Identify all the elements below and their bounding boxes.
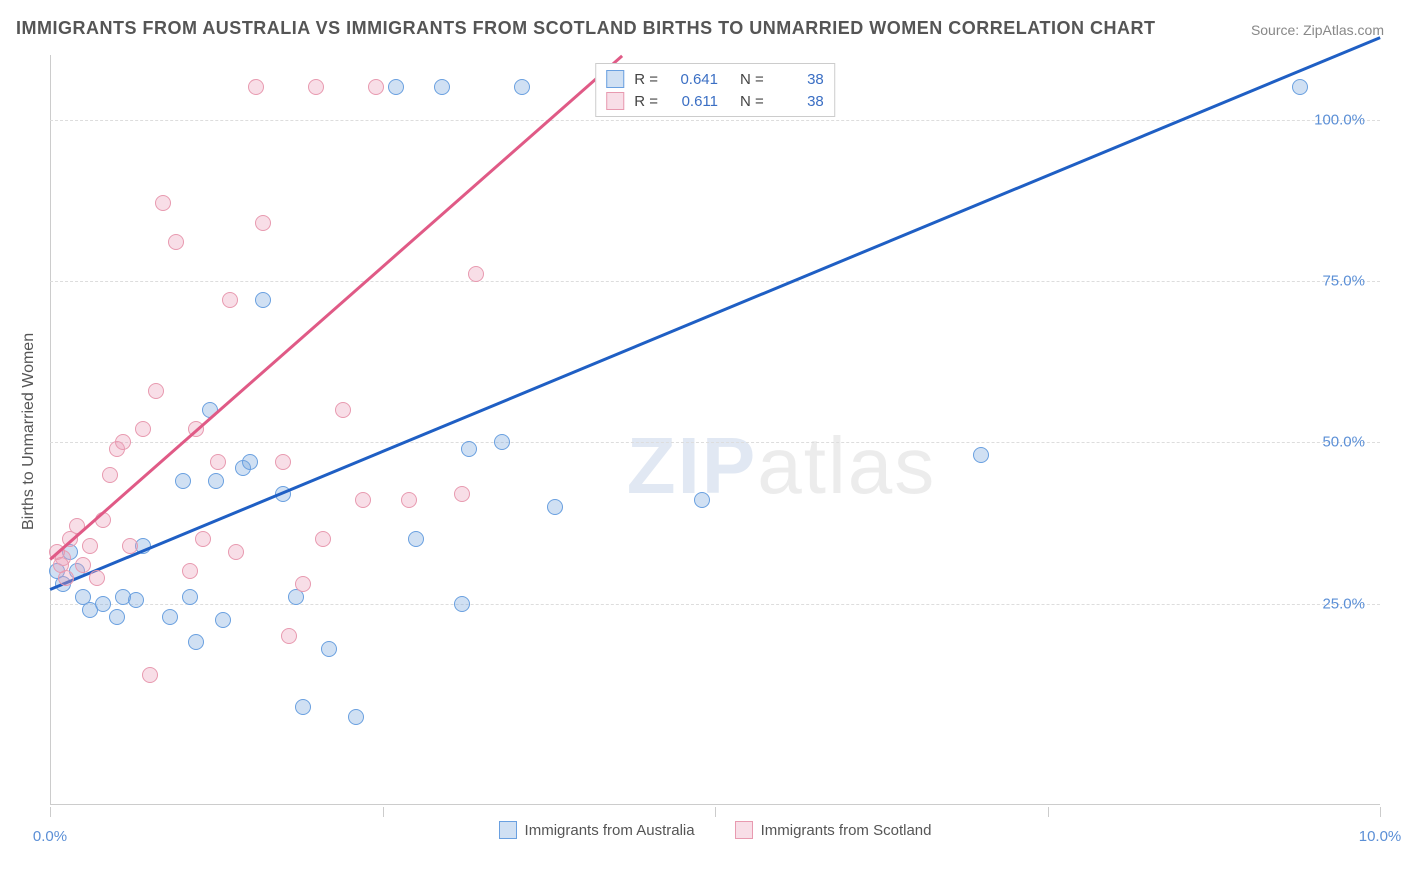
y-tick-label: 100.0% xyxy=(1314,111,1385,128)
chart-title: IMMIGRANTS FROM AUSTRALIA VS IMMIGRANTS … xyxy=(16,18,1155,39)
scatter-point xyxy=(210,454,226,470)
stats-swatch xyxy=(606,92,624,110)
stats-n-value: 38 xyxy=(774,93,824,110)
scatter-point xyxy=(142,667,158,683)
scatter-point xyxy=(109,609,125,625)
stats-swatch xyxy=(606,70,624,88)
x-tick xyxy=(715,807,716,817)
legend: Immigrants from Australia Immigrants from… xyxy=(50,821,1380,839)
y-tick-label: 25.0% xyxy=(1322,595,1385,612)
x-tick xyxy=(50,807,51,817)
scatter-point xyxy=(454,486,470,502)
scatter-point xyxy=(155,195,171,211)
trend-line xyxy=(49,55,623,560)
scatter-point xyxy=(547,499,563,515)
legend-label: Immigrants from Scotland xyxy=(761,822,932,839)
scatter-point xyxy=(89,570,105,586)
plot-surface: ZIPatlas 25.0%50.0%75.0%100.0%0.0%10.0% xyxy=(50,55,1380,845)
scatter-point xyxy=(694,492,710,508)
scatter-point xyxy=(281,628,297,644)
stats-r-label: R = xyxy=(634,93,658,110)
watermark-atlas: atlas xyxy=(757,421,936,510)
watermark: ZIPatlas xyxy=(627,420,936,512)
scatter-point xyxy=(222,292,238,308)
stats-r-value: 0.611 xyxy=(668,93,718,110)
stats-n-label: N = xyxy=(740,93,764,110)
scatter-point xyxy=(162,609,178,625)
x-tick xyxy=(1048,807,1049,817)
scatter-point xyxy=(468,266,484,282)
scatter-point xyxy=(355,492,371,508)
y-axis-line xyxy=(50,55,51,805)
scatter-point xyxy=(58,570,74,586)
scatter-point xyxy=(275,454,291,470)
scatter-point xyxy=(335,402,351,418)
legend-swatch xyxy=(735,821,753,839)
stats-row: R = 0.611 N = 38 xyxy=(606,90,824,112)
scatter-point xyxy=(228,544,244,560)
scatter-point xyxy=(75,557,91,573)
scatter-point xyxy=(321,641,337,657)
scatter-point xyxy=(461,441,477,457)
scatter-point xyxy=(148,383,164,399)
scatter-point xyxy=(128,592,144,608)
stats-r-label: R = xyxy=(634,71,658,88)
scatter-point xyxy=(102,467,118,483)
scatter-point xyxy=(401,492,417,508)
legend-label: Immigrants from Australia xyxy=(525,822,695,839)
y-tick-label: 50.0% xyxy=(1322,434,1385,451)
chart-area: ZIPatlas 25.0%50.0%75.0%100.0%0.0%10.0% … xyxy=(50,55,1380,845)
stats-row: R = 0.641 N = 38 xyxy=(606,68,824,90)
stats-n-label: N = xyxy=(740,71,764,88)
x-tick xyxy=(383,807,384,817)
scatter-point xyxy=(434,79,450,95)
scatter-point xyxy=(408,531,424,547)
y-axis-label: Births to Unmarried Women xyxy=(20,333,38,530)
gridline xyxy=(50,442,1380,443)
x-tick xyxy=(1380,807,1381,817)
scatter-point xyxy=(168,234,184,250)
legend-item: Immigrants from Australia xyxy=(499,821,695,839)
watermark-zip: ZIP xyxy=(627,421,757,510)
stats-n-value: 38 xyxy=(774,71,824,88)
scatter-point xyxy=(82,538,98,554)
scatter-point xyxy=(248,79,264,95)
scatter-point xyxy=(182,589,198,605)
scatter-point xyxy=(308,79,324,95)
source-label: Source: ZipAtlas.com xyxy=(1251,22,1384,38)
scatter-point xyxy=(514,79,530,95)
gridline xyxy=(50,281,1380,282)
scatter-point xyxy=(188,634,204,650)
scatter-point xyxy=(95,596,111,612)
scatter-point xyxy=(315,531,331,547)
scatter-point xyxy=(973,447,989,463)
scatter-point xyxy=(388,79,404,95)
scatter-point xyxy=(494,434,510,450)
legend-item: Immigrants from Scotland xyxy=(735,821,932,839)
stats-legend-box: R = 0.641 N = 38 R = 0.611 N = 38 xyxy=(595,63,835,117)
scatter-point xyxy=(348,709,364,725)
scatter-point xyxy=(175,473,191,489)
stats-r-value: 0.641 xyxy=(668,71,718,88)
scatter-point xyxy=(295,576,311,592)
scatter-point xyxy=(255,215,271,231)
x-axis-line xyxy=(50,804,1380,805)
y-tick-label: 75.0% xyxy=(1322,272,1385,289)
scatter-point xyxy=(255,292,271,308)
scatter-point xyxy=(454,596,470,612)
scatter-point xyxy=(295,699,311,715)
scatter-point xyxy=(115,434,131,450)
scatter-point xyxy=(195,531,211,547)
scatter-point xyxy=(122,538,138,554)
scatter-point xyxy=(215,612,231,628)
legend-swatch xyxy=(499,821,517,839)
scatter-point xyxy=(135,421,151,437)
scatter-point xyxy=(242,454,258,470)
scatter-point xyxy=(368,79,384,95)
scatter-point xyxy=(208,473,224,489)
gridline xyxy=(50,604,1380,605)
scatter-point xyxy=(182,563,198,579)
scatter-point xyxy=(1292,79,1308,95)
